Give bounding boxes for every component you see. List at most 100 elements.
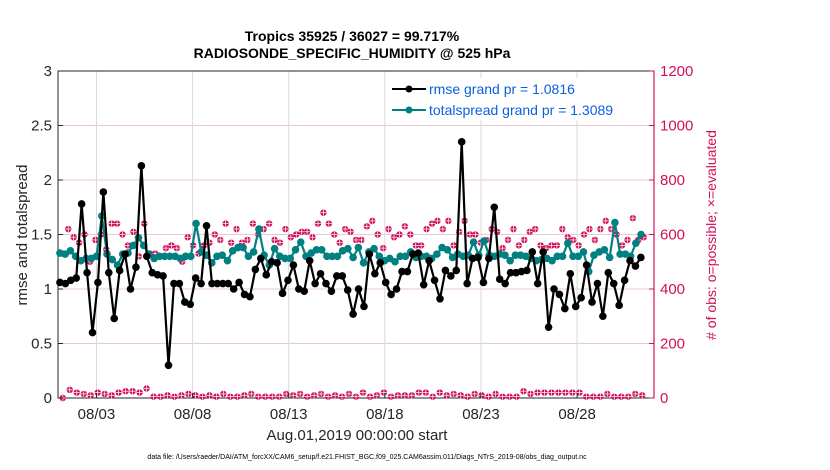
obs-count-point	[415, 389, 423, 396]
rmse-point	[175, 279, 184, 288]
totalspread-point	[286, 254, 295, 263]
y2-tick-label: 0	[660, 390, 668, 407]
rmse-point	[637, 253, 645, 262]
obs-count-point	[211, 231, 219, 238]
totalspread-point	[323, 252, 331, 261]
rmse-point	[104, 268, 113, 277]
obs-count-point	[401, 392, 409, 399]
rmse-point	[333, 272, 341, 280]
rmse-point	[327, 287, 336, 295]
rmse-point	[604, 268, 613, 277]
rmse-point	[208, 279, 216, 288]
rmse-point	[83, 268, 91, 277]
y2-tick-label: 600	[660, 227, 685, 244]
rmse-point	[349, 310, 357, 318]
rmse-point	[436, 295, 444, 303]
obs-count-point	[450, 390, 457, 398]
obs-count-point	[347, 228, 354, 235]
totalspread-point	[317, 245, 326, 254]
totalspread-point	[270, 244, 279, 253]
obs-count-point	[282, 390, 290, 398]
rmse-point	[115, 266, 124, 275]
rmse-point	[77, 200, 86, 208]
obs-count-point	[629, 214, 637, 222]
ticks: 0 0.5 1 1.5 2 2.5 3 0 200 400 600 800 1000 1200 08/03 0…	[31, 63, 693, 423]
obs-count-point	[303, 228, 311, 235]
obs-count-point	[379, 244, 387, 252]
obs-count-point	[569, 236, 577, 244]
rmse-point	[316, 269, 325, 278]
totalspread-point	[637, 230, 645, 239]
obs-count-point	[345, 390, 353, 398]
rmse-point	[474, 253, 482, 262]
totalspread-point	[511, 251, 520, 260]
totalspread-point	[396, 252, 405, 261]
rmse-point	[533, 279, 542, 288]
obs-count-point	[394, 392, 402, 399]
obs-count-point	[534, 389, 541, 396]
totalspread-point	[354, 243, 363, 252]
rmse-point	[457, 138, 466, 146]
legend-label-rmse: rmse grand pr = 1.0816	[429, 81, 575, 97]
totalspread-point	[349, 253, 357, 262]
obs-count-point	[331, 231, 338, 238]
totalspread-point	[574, 252, 583, 261]
rmse-point	[132, 263, 140, 272]
totalspread-point	[108, 255, 117, 264]
totalspread-point	[192, 219, 200, 228]
x-tick-label: 08/13	[270, 406, 308, 423]
rmse-point	[197, 279, 205, 288]
obs-count-point	[586, 225, 593, 233]
rmse-point	[354, 285, 363, 293]
rmse-point	[273, 259, 281, 267]
obs-count-point	[336, 239, 343, 246]
obs-count-point	[443, 392, 450, 399]
rmse-point	[561, 304, 569, 313]
rmse-point	[593, 279, 602, 288]
obs-count-point	[227, 239, 235, 246]
obs-count-point	[510, 225, 517, 233]
obs-count-point	[287, 234, 295, 241]
rmse-point	[371, 269, 379, 278]
obs-count-point	[108, 220, 115, 227]
rmse-point	[620, 276, 629, 285]
obs-count-point	[537, 242, 544, 249]
rmse-point	[582, 261, 591, 269]
obs-count-point	[173, 244, 181, 252]
totalspread-point	[181, 252, 190, 261]
y-tick-label: 3	[44, 63, 52, 80]
obs-count-point	[369, 217, 376, 225]
totalspread-point	[234, 243, 242, 252]
rmse-point	[414, 249, 423, 257]
rmse-point	[495, 275, 504, 283]
obs-count-point	[241, 392, 248, 399]
rmse-point	[626, 256, 634, 265]
obs-count-point	[569, 389, 576, 396]
rmse-point	[566, 269, 575, 278]
rmse-point	[555, 290, 564, 299]
rmse-point	[392, 285, 401, 293]
totalspread-point	[66, 247, 75, 255]
obs-count-point	[150, 393, 157, 400]
obs-count-point	[387, 393, 395, 400]
obs-count-point	[136, 389, 143, 396]
obs-count-point	[366, 393, 374, 400]
rmse-point	[99, 188, 108, 196]
obs-count-point	[70, 234, 77, 241]
rmse-point	[550, 285, 558, 293]
totalspread-point	[480, 237, 488, 245]
obs-count-point	[625, 393, 632, 400]
obs-count-point	[80, 390, 87, 398]
obs-count-point	[217, 236, 224, 244]
totalspread-point	[433, 250, 441, 258]
obs-count-point	[478, 392, 485, 399]
rmse-point	[609, 279, 618, 288]
rmse-point	[257, 254, 265, 263]
obs-count-point	[222, 220, 229, 227]
totalspread-point	[223, 256, 232, 265]
rmse-point	[121, 250, 129, 258]
totalspread-point	[129, 241, 138, 250]
rmse-point	[300, 287, 309, 295]
totalspread-point	[249, 248, 258, 256]
obs-count-point	[423, 225, 430, 233]
